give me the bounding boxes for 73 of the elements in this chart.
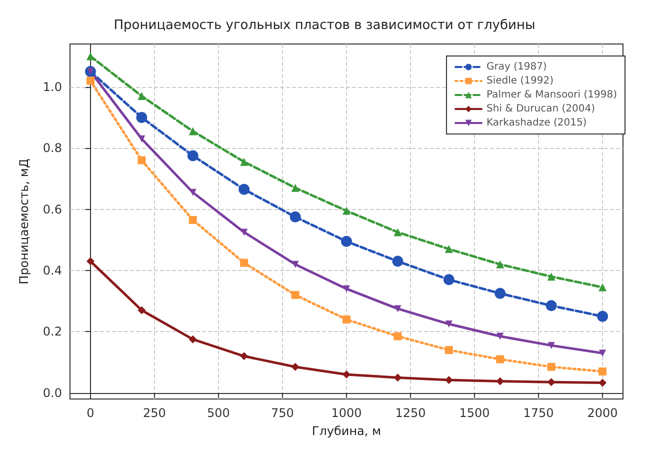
y-tick-label: 0.2	[42, 324, 62, 339]
x-tick-label: 1500	[459, 406, 490, 420]
point	[443, 274, 454, 286]
point	[597, 310, 608, 322]
chart-title: Проницаемость угольных пластов в зависимости от глубины	[114, 18, 536, 33]
y-axis-title: Проницаемость, мД	[17, 158, 31, 284]
y-tick-label: 0.0	[42, 386, 62, 400]
point	[342, 370, 350, 379]
point	[188, 216, 197, 224]
legend-label: Gray (1987)	[486, 62, 547, 72]
point	[187, 150, 198, 162]
point	[138, 92, 146, 100]
point	[599, 350, 606, 357]
point	[240, 158, 248, 166]
x-tick-label: 1750	[523, 406, 554, 420]
point	[496, 355, 504, 364]
x-tick-label: 0	[86, 406, 94, 420]
point	[444, 346, 453, 354]
point	[394, 305, 402, 312]
point	[291, 184, 300, 192]
legend-label: Karkashadze (2015)	[486, 118, 587, 128]
point	[188, 127, 197, 136]
point	[394, 228, 402, 236]
x-tick-label: 750	[271, 406, 294, 420]
point	[598, 283, 607, 292]
point	[238, 184, 250, 195]
legend-label: Siedle (1992)	[486, 76, 554, 86]
point	[292, 260, 299, 268]
x-axis-title: Глубина, м	[312, 424, 382, 438]
point	[341, 236, 352, 247]
x-tick-label: 2000	[587, 406, 618, 420]
point	[547, 362, 556, 371]
legend-label: Palmer & Mansoori (1998)	[486, 90, 618, 100]
x-tick-label: 1000	[331, 406, 362, 420]
point	[598, 367, 607, 376]
y-tick-label: 0.6	[42, 202, 62, 216]
point	[240, 228, 248, 236]
point	[86, 52, 94, 60]
point	[343, 285, 350, 292]
point	[342, 206, 350, 215]
point	[546, 300, 557, 312]
point	[138, 156, 146, 164]
point	[444, 245, 453, 254]
point	[496, 332, 504, 340]
point	[291, 290, 300, 299]
point	[548, 342, 555, 349]
point	[86, 257, 94, 266]
point	[240, 352, 248, 360]
x-tick-label: 250	[143, 406, 166, 420]
point	[136, 112, 148, 123]
point	[290, 211, 301, 222]
point	[445, 320, 452, 328]
point	[598, 378, 607, 387]
point	[394, 332, 402, 340]
y-tick-label: 0.8	[42, 141, 62, 156]
legend-label: Shi & Durucan (2004)	[486, 104, 596, 114]
point	[392, 256, 404, 267]
point	[188, 335, 197, 344]
point	[496, 260, 504, 268]
point	[494, 288, 506, 299]
point	[496, 377, 504, 386]
x-tick-label: 1250	[395, 406, 426, 420]
point	[138, 135, 146, 142]
point	[291, 362, 300, 371]
x-tick-label: 500	[207, 406, 230, 420]
point	[240, 258, 248, 267]
point	[547, 272, 556, 281]
y-tick-label: 1.0	[42, 80, 62, 94]
point	[547, 378, 556, 386]
point	[138, 306, 146, 314]
point	[342, 315, 350, 324]
y-tick-label: 0.4	[42, 263, 62, 278]
point	[86, 76, 94, 85]
